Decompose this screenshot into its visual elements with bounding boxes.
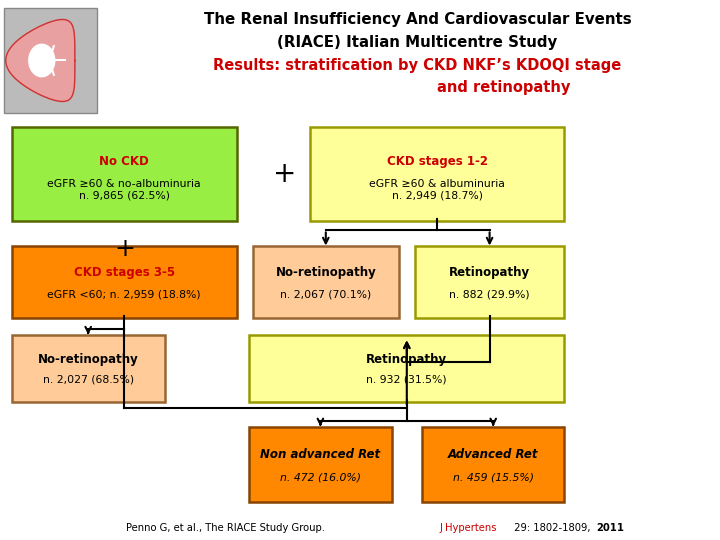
Text: n. 472 (16.0%): n. 472 (16.0%) xyxy=(280,472,361,482)
Text: Results: stratification by CKD NKF’s KDOQI stage: Results: stratification by CKD NKF’s KDO… xyxy=(213,58,622,73)
Text: and retinopathy: and retinopathy xyxy=(437,80,571,95)
FancyBboxPatch shape xyxy=(12,335,165,402)
FancyBboxPatch shape xyxy=(422,427,564,502)
Polygon shape xyxy=(25,42,54,79)
Polygon shape xyxy=(29,44,55,77)
FancyBboxPatch shape xyxy=(12,246,237,318)
Text: 29: 1802-1809,: 29: 1802-1809, xyxy=(511,523,594,533)
FancyBboxPatch shape xyxy=(12,127,237,221)
FancyBboxPatch shape xyxy=(4,8,97,113)
Text: n. 882 (29.9%): n. 882 (29.9%) xyxy=(449,289,530,299)
Text: n. 932 (31.5%): n. 932 (31.5%) xyxy=(366,375,447,384)
Text: n. 2,027 (68.5%): n. 2,027 (68.5%) xyxy=(42,375,134,384)
Polygon shape xyxy=(6,19,75,102)
FancyBboxPatch shape xyxy=(249,335,564,402)
Text: Retinopathy: Retinopathy xyxy=(449,266,530,279)
FancyBboxPatch shape xyxy=(415,246,564,318)
Text: 2011: 2011 xyxy=(596,523,624,533)
Text: CKD stages 1-2: CKD stages 1-2 xyxy=(387,155,488,168)
FancyBboxPatch shape xyxy=(310,127,564,221)
Text: Retinopathy: Retinopathy xyxy=(366,353,447,366)
FancyBboxPatch shape xyxy=(253,246,399,318)
Text: Penno G, et al., The RIACE Study Group.: Penno G, et al., The RIACE Study Group. xyxy=(126,523,328,533)
Text: +: + xyxy=(273,160,296,188)
Text: No-retinopathy: No-retinopathy xyxy=(276,266,376,279)
Text: No CKD: No CKD xyxy=(99,155,149,168)
Text: +: + xyxy=(114,238,135,261)
Text: n. 2,067 (70.1%): n. 2,067 (70.1%) xyxy=(280,289,372,299)
Text: No-retinopathy: No-retinopathy xyxy=(38,353,138,366)
Text: n. 459 (15.5%): n. 459 (15.5%) xyxy=(453,472,534,482)
Text: Non advanced Ret: Non advanced Ret xyxy=(261,448,380,461)
FancyBboxPatch shape xyxy=(249,427,392,502)
Text: eGFR <60; n. 2,959 (18.8%): eGFR <60; n. 2,959 (18.8%) xyxy=(48,289,201,299)
Text: The Renal Insufficiency And Cardiovascular Events: The Renal Insufficiency And Cardiovascul… xyxy=(204,12,631,28)
Text: (RIACE) Italian Multicentre Study: (RIACE) Italian Multicentre Study xyxy=(277,35,558,50)
Text: CKD stages 3-5: CKD stages 3-5 xyxy=(73,266,175,279)
Text: eGFR ≥60 & albuminuria
n. 2,949 (18.7%): eGFR ≥60 & albuminuria n. 2,949 (18.7%) xyxy=(369,179,505,201)
Text: J Hypertens: J Hypertens xyxy=(439,523,497,533)
Text: eGFR ≥60 & no-albuminuria
n. 9,865 (62.5%): eGFR ≥60 & no-albuminuria n. 9,865 (62.5… xyxy=(48,179,201,201)
Text: Advanced Ret: Advanced Ret xyxy=(448,448,539,461)
